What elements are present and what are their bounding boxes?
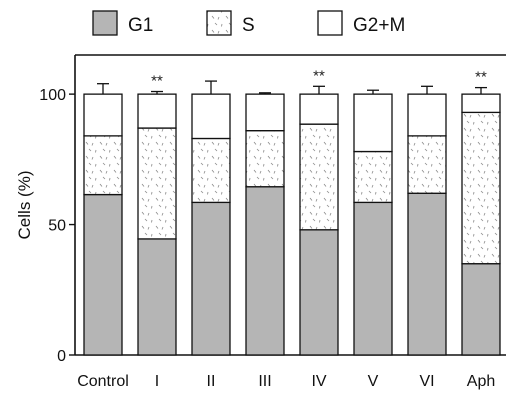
legend-label: G2+M <box>353 15 405 36</box>
x-tick-label: V <box>368 373 379 390</box>
bar-segment-s <box>299 123 339 231</box>
x-tick-label: II <box>207 373 216 390</box>
legend-swatch-s <box>206 10 232 36</box>
bar-segment-g1 <box>407 192 447 356</box>
bar-group-ii <box>191 80 231 356</box>
y-axis-label: Cells (%) <box>15 171 34 240</box>
bar-segment-g1 <box>461 263 501 356</box>
legend-label: S <box>242 15 255 36</box>
bar-group-iv <box>299 85 339 356</box>
bar-group-iii <box>245 92 285 356</box>
bars <box>83 80 501 356</box>
bar-segment-g1 <box>353 201 393 356</box>
bar-segment-g2-m <box>137 93 177 129</box>
bar-group-control <box>83 83 123 356</box>
bar-segment-g2-m <box>299 93 339 125</box>
bar-segment-s <box>245 130 285 188</box>
significance-marker: ** <box>151 73 163 90</box>
x-tick-label: Aph <box>467 373 495 390</box>
y-tick-label: 0 <box>57 348 66 365</box>
bar-group-i <box>137 90 177 356</box>
x-tick-label: I <box>155 373 159 390</box>
axis-labels: Cells (%)Control I**II III IV**V VI Aph** <box>15 67 495 390</box>
legend-swatch-g2-m <box>317 10 343 36</box>
significance-marker: ** <box>475 69 487 86</box>
bar-group-aph <box>461 86 501 356</box>
bar-segment-s <box>137 127 177 240</box>
bar-segment-g1 <box>137 238 177 356</box>
bar-segment-g2-m <box>353 93 393 153</box>
bar-segment-g2-m <box>191 93 231 140</box>
bar-segment-g1 <box>191 201 231 356</box>
legend-label: G1 <box>128 15 153 36</box>
bar-segment-s <box>353 150 393 204</box>
bar-segment-g2-m <box>245 93 285 132</box>
bar-segment-g2-m <box>461 93 501 114</box>
y-tick-label: 100 <box>39 87 66 104</box>
x-tick-label: III <box>258 373 271 390</box>
bar-segment-g2-m <box>407 93 447 137</box>
significance-marker: ** <box>313 67 325 84</box>
bar-segment-s <box>83 135 123 196</box>
bar-segment-s <box>461 111 501 265</box>
x-tick-label: IV <box>311 373 326 390</box>
bar-segment-s <box>191 137 231 204</box>
bar-group-vi <box>407 85 447 356</box>
bar-segment-g1 <box>299 229 339 356</box>
x-tick-label: Control <box>77 373 129 390</box>
bar-group-v <box>353 89 393 356</box>
bar-segment-g1 <box>245 186 285 356</box>
bar-segment-s <box>407 135 447 194</box>
bar-segment-g1 <box>83 193 123 356</box>
legend: G1 S G2+M <box>92 10 405 36</box>
bar-segment-g2-m <box>83 93 123 137</box>
y-tick-label: 50 <box>48 218 66 235</box>
x-tick-label: VI <box>419 373 434 390</box>
legend-swatch-g1 <box>92 10 118 36</box>
